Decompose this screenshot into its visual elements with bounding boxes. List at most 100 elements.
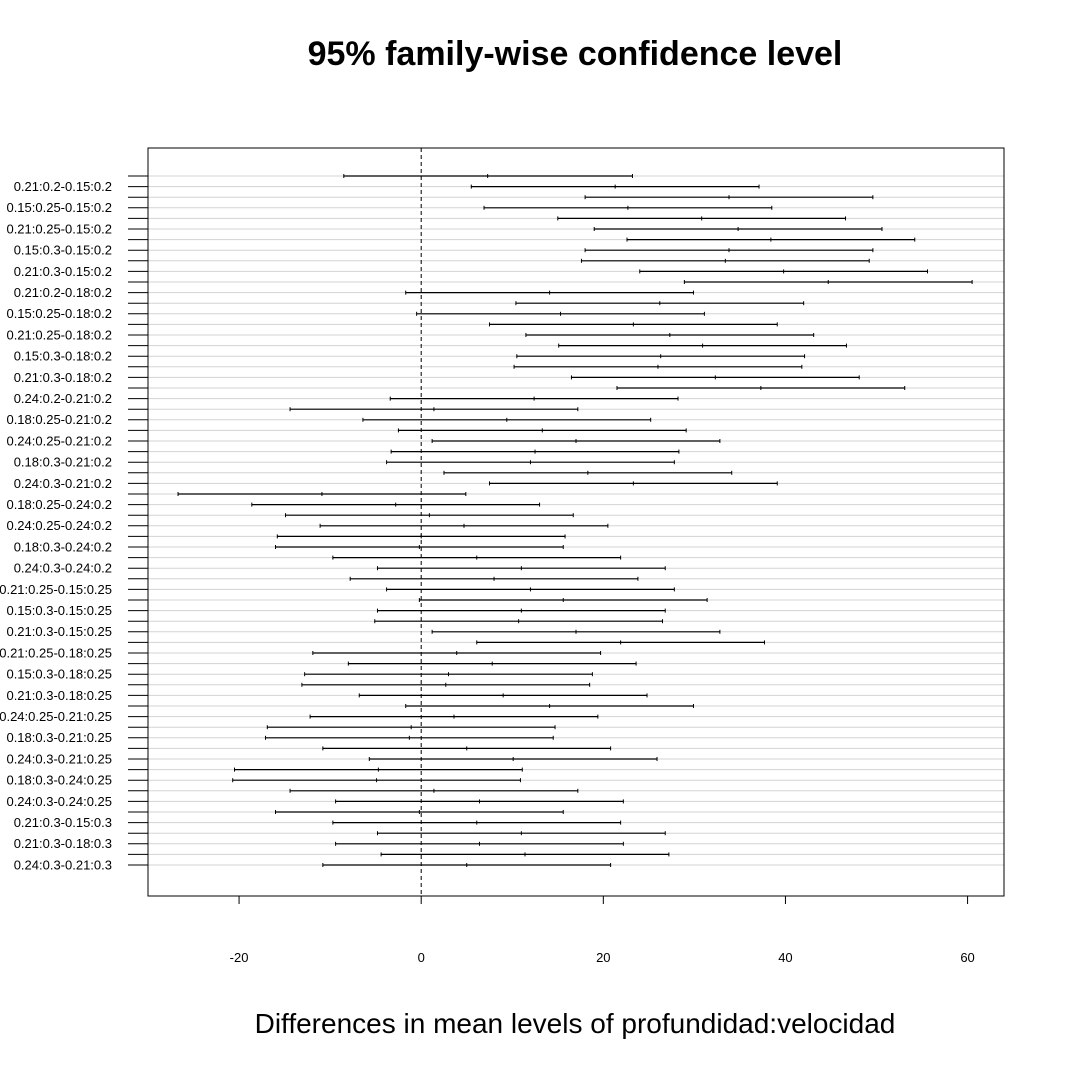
- y-tick-label: 0.24:0.25-0.24:0.2: [6, 518, 112, 533]
- y-tick-label: 0.15:0.25-0.15:0.2: [6, 200, 112, 215]
- y-tick-label: 0.18:0.3-0.21:0.2: [14, 455, 112, 470]
- y-tick-label: 0.21:0.3-0.18:0.3: [14, 836, 112, 851]
- interval-row: [476, 640, 766, 645]
- interval-row: [322, 863, 612, 867]
- interval-row: [626, 237, 916, 242]
- interval-row: [488, 322, 778, 327]
- x-tick-label: 0: [418, 950, 425, 965]
- interval-row: [289, 407, 579, 412]
- interval-row: [616, 386, 906, 390]
- interval-row: [390, 449, 680, 454]
- y-axis: 0.21:0.2-0.15:0.2 0.15:0.25-0.15:0.2 0.21:…: [0, 175, 148, 872]
- y-tick-label: 0.21:0.3-0.18:0.25: [6, 688, 112, 703]
- interval-row: [525, 333, 815, 337]
- interval-row: [319, 523, 609, 528]
- interval-row: [335, 841, 624, 846]
- interval-row: [349, 576, 639, 581]
- y-tick-label: 0.24:0.3-0.21:0.2: [14, 476, 112, 491]
- y-tick-label: 0.18:0.3-0.21:0.25: [6, 730, 112, 745]
- y-tick-label: 0.21:0.2-0.15:0.2: [14, 179, 112, 194]
- interval-row: [470, 184, 760, 189]
- y-tick-label: 0.15:0.3-0.18:0.2: [14, 349, 112, 364]
- x-tick-label: 20: [596, 950, 610, 965]
- y-tick-label: 0.15:0.3-0.18:0.25: [6, 667, 112, 682]
- interval-row: [232, 778, 521, 783]
- y-tick-label: 0.21:0.25-0.18:0.2: [6, 327, 112, 342]
- chart-title: 95% family-wise confidence level: [308, 35, 843, 73]
- interval-row: [309, 714, 599, 719]
- interval-row: [362, 417, 652, 422]
- interval-row: [304, 672, 593, 677]
- interval-row: [386, 587, 675, 592]
- interval-row: [416, 311, 705, 316]
- interval-row: [301, 682, 591, 687]
- y-tick-label: 0.24:0.25-0.21:0.25: [0, 709, 112, 724]
- y-tick-label: 0.21:0.3-0.15:0.3: [14, 815, 112, 830]
- y-tick-label: 0.21:0.2-0.18:0.2: [14, 285, 112, 300]
- y-tick-label: 0.21:0.25-0.15:0.25: [0, 582, 112, 597]
- y-tick-label: 0.15:0.25-0.18:0.2: [6, 306, 112, 321]
- interval-row: [584, 195, 874, 200]
- interval-row: [285, 513, 574, 518]
- plot-frame: [147, 147, 1005, 897]
- interval-row: [374, 619, 664, 624]
- interval-row: [289, 788, 579, 793]
- interval-row: [234, 767, 523, 772]
- y-tick-label: 0.18:0.3-0.24:0.2: [14, 539, 112, 554]
- interval-row: [639, 269, 929, 274]
- interval-row: [380, 852, 670, 857]
- interval-row: [557, 216, 847, 221]
- interval-row: [332, 555, 622, 560]
- interval-row: [558, 343, 847, 348]
- interval-row: [570, 375, 860, 380]
- y-tick-label: 0.18:0.25-0.24:0.2: [6, 497, 112, 512]
- interval-row: [274, 545, 564, 549]
- interval-row: [335, 799, 624, 804]
- interval-row: [418, 598, 708, 602]
- interval-row: [332, 820, 622, 825]
- interval-row: [376, 566, 666, 571]
- y-tick-label: 0.21:0.25-0.15:0.2: [6, 221, 112, 236]
- interval-row: [386, 460, 675, 465]
- interval-row: [276, 534, 566, 539]
- interval-row: [376, 831, 666, 836]
- interval-row: [251, 502, 541, 507]
- y-tick-label: 0.21:0.3-0.15:0.25: [6, 624, 112, 639]
- y-tick-label: 0.24:0.3-0.21:0.3: [14, 857, 112, 872]
- grid-lines: [148, 175, 1004, 866]
- interval-row: [177, 492, 467, 496]
- interval-row: [683, 280, 973, 284]
- x-tick-label: 40: [778, 950, 792, 965]
- y-tick-label: 0.18:0.25-0.21:0.2: [6, 412, 112, 427]
- interval-row: [389, 396, 679, 401]
- y-tick-label: 0.18:0.3-0.24:0.25: [6, 773, 112, 788]
- interval-row: [343, 174, 633, 178]
- x-axis: -20 0 20 40 60: [230, 896, 975, 965]
- interval-row: [266, 725, 556, 730]
- y-tick-label: 0.15:0.3-0.15:0.25: [6, 603, 112, 618]
- interval-row: [312, 651, 602, 655]
- interval-row: [264, 735, 554, 740]
- interval-row: [322, 746, 612, 751]
- interval-series: [177, 174, 973, 867]
- interval-row: [593, 227, 883, 231]
- y-tick-label: 0.21:0.3-0.18:0.2: [14, 370, 112, 385]
- interval-row: [347, 661, 637, 666]
- interval-row: [274, 810, 564, 814]
- y-tick-label: 0.24:0.2-0.21:0.2: [14, 391, 112, 406]
- interval-row: [513, 364, 803, 369]
- interval-row: [483, 205, 773, 210]
- interval-row: [488, 481, 778, 486]
- interval-row: [580, 258, 870, 263]
- x-tick-label: 60: [960, 950, 974, 965]
- interval-row: [368, 757, 658, 761]
- interval-row: [443, 470, 733, 475]
- interval-row: [431, 439, 721, 443]
- interval-row: [516, 354, 806, 359]
- interval-row: [431, 629, 721, 634]
- y-tick-label: 0.21:0.3-0.15:0.2: [14, 264, 112, 279]
- y-tick-label: 0.21:0.25-0.18:0.25: [0, 645, 112, 660]
- interval-row: [376, 608, 666, 613]
- y-tick-label: 0.24:0.3-0.24:0.2: [14, 561, 112, 576]
